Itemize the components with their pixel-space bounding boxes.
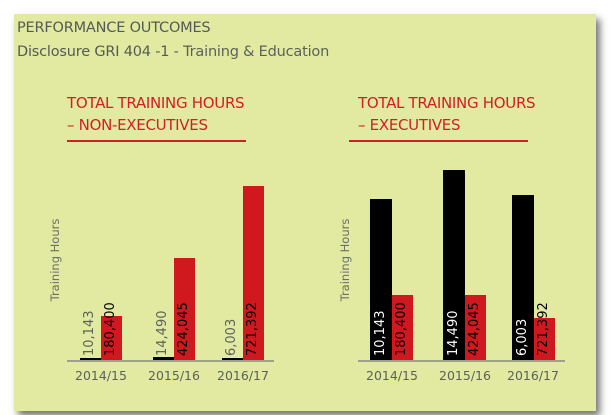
bar-non-executives-2014-15 [392, 295, 413, 360]
bar-non-executives-2016-17 [534, 318, 555, 360]
bar-value-label: 180,400 [103, 302, 118, 356]
x-tick-label: 2014/15 [75, 368, 127, 383]
bar-executives-2014-15 [370, 199, 392, 360]
chart-title-line1: TOTAL TRAINING HOURS [358, 94, 536, 112]
x-tick-label: 2015/16 [439, 368, 491, 383]
bar-value-label: 14,490 [446, 310, 461, 357]
x-tick-label: 2015/16 [148, 368, 200, 383]
bar-value-label: 10,143 [373, 310, 388, 357]
bar-non-executives-2014-15 [101, 316, 122, 360]
bar-executives-2016-17 [222, 358, 243, 360]
title-underline [67, 140, 246, 142]
disclosure-topic: Training & Education [183, 44, 330, 60]
bar-value-label: 180,400 [394, 302, 409, 356]
x-tick-label: 2014/15 [366, 368, 418, 383]
bar-value-label: 424,045 [176, 302, 191, 356]
x-axis-line [67, 360, 274, 362]
title-underline [349, 140, 528, 142]
chart-title-line1: TOTAL TRAINING HOURS [67, 94, 245, 112]
bar-non-executives-2015-16 [465, 295, 486, 360]
bar-value-label: 721,392 [536, 302, 551, 356]
bar-non-executives-2016-17 [243, 186, 264, 360]
bar-value-label: 6,003 [515, 318, 530, 356]
chart-title-line2: – NON-EXECUTIVES [67, 116, 208, 134]
bar-value-label: 10,143 [82, 310, 97, 357]
x-axis-line [358, 360, 565, 362]
bar-value-label: 424,045 [467, 302, 482, 356]
y-axis-label: Training Hours [338, 218, 352, 302]
bar-value-label: 721,392 [245, 302, 260, 356]
bar-executives-2015-16 [153, 357, 174, 360]
y-axis-label: Training Hours [48, 218, 62, 302]
disclosure-heading: Disclosure GRI 404 -1 - Training & Educa… [17, 44, 329, 60]
bar-executives-2014-15 [80, 358, 101, 360]
bar-executives-2016-17 [512, 195, 534, 360]
bar-value-label: 6,003 [224, 318, 239, 356]
disclosure-code: Disclosure GRI 404 -1 - [17, 44, 184, 60]
bar-non-executives-2015-16 [174, 258, 195, 360]
chart-title-line2: – EXECUTIVES [358, 116, 461, 134]
section-heading: PERFORMANCE OUTCOMES [17, 20, 211, 36]
bar-executives-2015-16 [443, 170, 465, 360]
x-tick-label: 2016/17 [507, 368, 559, 383]
bar-value-label: 14,490 [155, 310, 170, 357]
x-tick-label: 2016/17 [217, 368, 269, 383]
